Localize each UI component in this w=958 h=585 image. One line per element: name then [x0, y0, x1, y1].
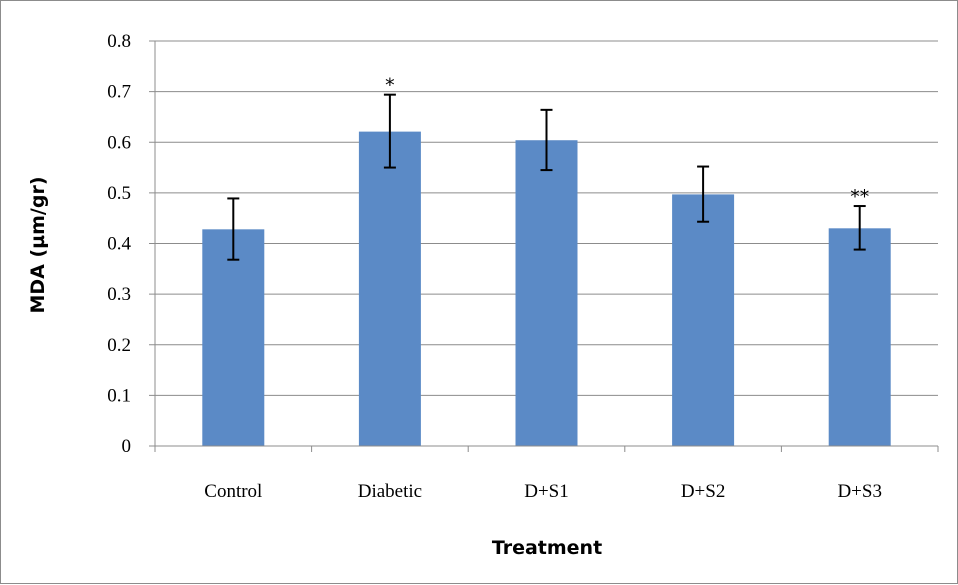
y-tick-label: 0.5: [107, 183, 131, 204]
bars: [202, 131, 891, 446]
tick-labels: 0 0.1 0.2 0.3 0.4 0.5 0.6 0.7 0.8 Control Diabetic…: [107, 31, 882, 502]
bar: [515, 140, 578, 446]
bar: [202, 229, 265, 446]
x-tick-label: Control: [204, 481, 262, 502]
x-tick-label: D+S2: [681, 481, 726, 502]
y-tick-label: 0.7: [107, 82, 131, 103]
x-tick-label: Diabetic: [358, 481, 422, 502]
error-bars: [227, 93, 866, 261]
annotations: ***: [385, 75, 869, 208]
significance-marker: **: [850, 186, 869, 208]
bar: [672, 194, 735, 446]
y-tick-label: 0.3: [107, 284, 131, 305]
x-tick-label: D+S3: [837, 481, 882, 502]
significance-marker: *: [385, 75, 395, 97]
x-axis-title: Treatment: [492, 537, 602, 559]
y-tick-label: 0.8: [107, 31, 131, 52]
y-tick-label: 0.6: [107, 132, 131, 153]
x-tick-label: D+S1: [524, 481, 569, 502]
axes: [149, 40, 939, 452]
y-axis-title: MDA (µm/gr): [27, 176, 49, 313]
y-tick-label: 0.2: [107, 335, 131, 356]
y-tick-label: 0: [122, 436, 132, 457]
y-tick-label: 0.1: [107, 385, 131, 406]
bar: [828, 228, 891, 446]
y-tick-label: 0.4: [107, 234, 131, 255]
bar: [358, 131, 421, 446]
